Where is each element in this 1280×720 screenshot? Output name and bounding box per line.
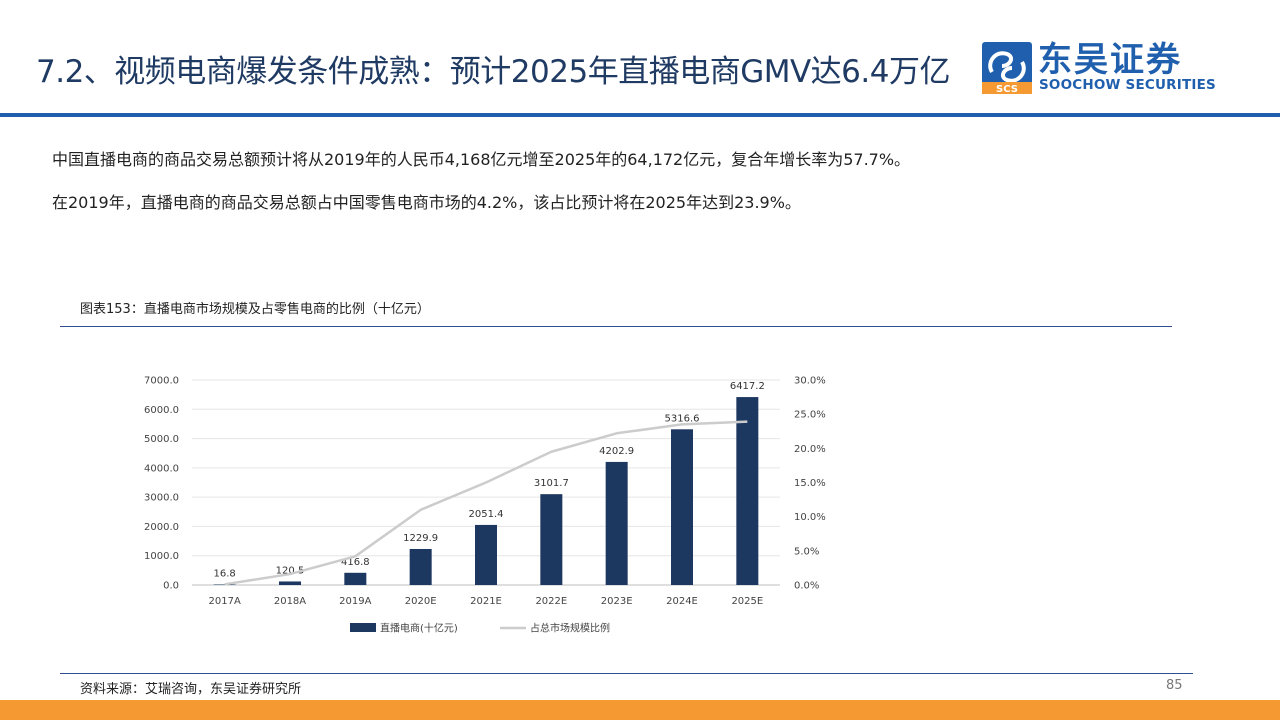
y-left-tick-label: 0.0 <box>163 581 179 592</box>
bar <box>475 524 497 585</box>
legend-bar-label: 直播电商(十亿元) <box>380 622 458 635</box>
bar-value-label: 5316.6 <box>665 413 700 424</box>
y-left-tick-label: 3000.0 <box>144 493 179 504</box>
bar-value-label: 6417.2 <box>730 381 765 392</box>
bar <box>540 494 563 585</box>
y-left-tick-label: 6000.0 <box>144 405 179 416</box>
bar <box>344 572 367 585</box>
bar-value-label: 120.5 <box>276 565 305 576</box>
x-tick-label: 2020E <box>405 596 437 607</box>
y-right-tick-label: 25.0% <box>794 410 826 421</box>
y-right-tick-label: 0.0% <box>794 581 819 592</box>
header-divider <box>0 113 1280 117</box>
x-tick-label: 2017A <box>209 596 241 607</box>
page-title: 7.2、视频电商爆发条件成熟：预计2025年直播电商GMV达6.4万亿 <box>36 54 950 90</box>
y-right-tick-label: 30.0% <box>794 376 826 387</box>
logo-mark-text: SCS <box>996 84 1018 94</box>
bar-value-label: 1229.9 <box>403 533 438 544</box>
y-left-tick-label: 2000.0 <box>144 522 179 533</box>
bar-value-label: 4202.9 <box>599 446 634 457</box>
y-right-tick-label: 15.0% <box>794 478 826 489</box>
y-right-tick-label: 20.0% <box>794 444 826 455</box>
figure-title: 图表153：直播电商市场规模及占零售电商的比例（十亿元） <box>80 302 430 317</box>
x-tick-label: 2022E <box>535 596 567 607</box>
body-paragraph-1: 中国直播电商的商品交易总额预计将从2019年的人民币4,168亿元增至2025年… <box>52 150 911 169</box>
source-note: 资料来源：艾瑞咨询，东吴证券研究所 <box>80 682 302 697</box>
y-left-tick-label: 4000.0 <box>144 463 179 474</box>
y-left-tick-label: 5000.0 <box>144 434 179 445</box>
company-logo: SCS 东吴证券 SOOCHOW SECURITIES <box>982 40 1216 96</box>
bar <box>605 461 628 585</box>
logo-mark-icon: SCS <box>982 42 1032 94</box>
source-divider <box>60 673 1193 674</box>
x-tick-label: 2018A <box>274 596 306 607</box>
body-paragraph-2: 在2019年，直播电商的商品交易总额占中国零售电商市场的4.2%，该占比预计将在… <box>52 193 801 212</box>
y-left-tick-label: 7000.0 <box>144 376 179 387</box>
logo-english-name: SOOCHOW SECURITIES <box>1039 77 1216 93</box>
x-tick-label: 2023E <box>601 596 633 607</box>
y-right-tick-label: 5.0% <box>794 546 819 557</box>
bar-value-label: 2051.4 <box>469 509 504 520</box>
bar <box>409 548 432 585</box>
x-tick-label: 2021E <box>470 596 502 607</box>
x-tick-label: 2019A <box>339 596 371 607</box>
bar-value-label: 16.8 <box>214 569 236 580</box>
figure-title-divider <box>60 326 1172 327</box>
x-tick-label: 2025E <box>731 596 763 607</box>
y-right-tick-label: 10.0% <box>794 512 826 523</box>
logo-chinese-name: 东吴证券 <box>1038 40 1182 80</box>
bar <box>671 429 693 585</box>
bar <box>736 397 759 585</box>
bar-value-label: 416.8 <box>341 557 370 568</box>
footer-accent-bar <box>0 700 1280 720</box>
bar-value-label: 3101.7 <box>534 478 569 489</box>
legend-bar-swatch <box>350 623 376 632</box>
page-number: 85 <box>1166 678 1183 693</box>
legend-line-label: 占总市场规模比例 <box>530 622 610 635</box>
bar <box>279 581 301 585</box>
x-tick-label: 2024E <box>666 596 698 607</box>
y-left-tick-label: 1000.0 <box>144 551 179 562</box>
